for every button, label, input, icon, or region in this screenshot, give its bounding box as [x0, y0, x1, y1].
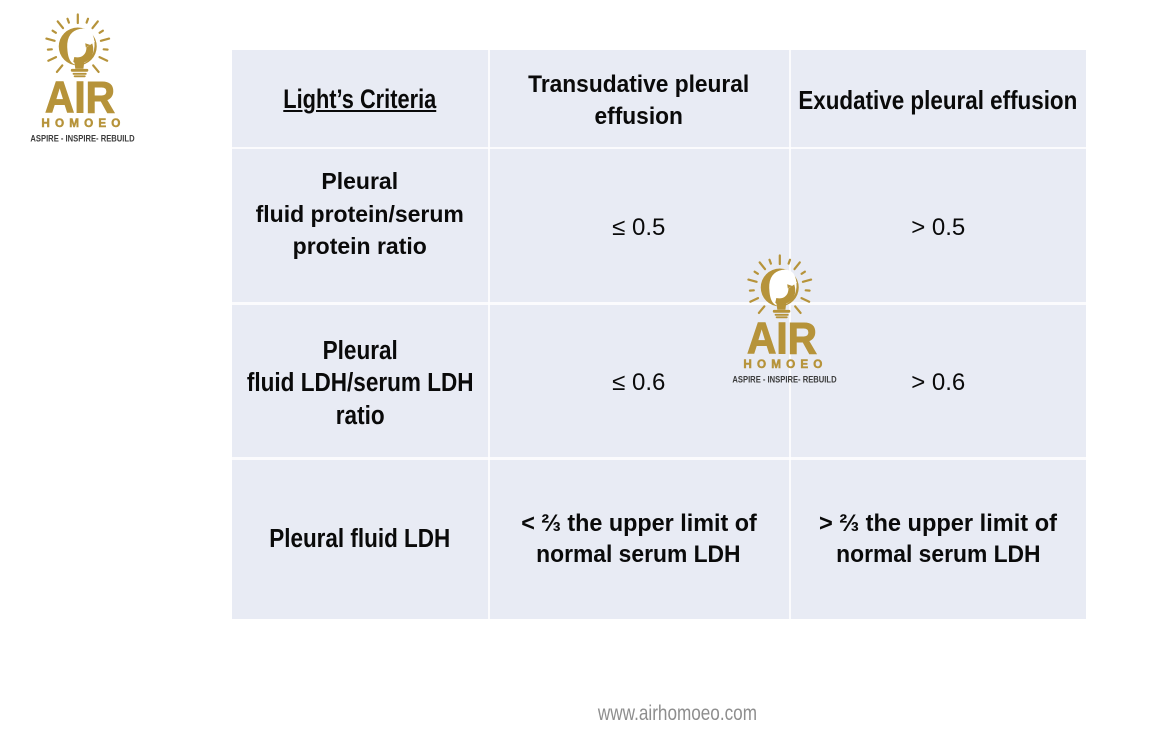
- svg-text:AIR: AIR: [747, 314, 817, 363]
- svg-text:ASPIRE - INSPIRE- REBUILD: ASPIRE - INSPIRE- REBUILD: [732, 375, 836, 386]
- svg-text:AIR: AIR: [45, 73, 115, 122]
- svg-text:ASPIRE - INSPIRE- REBUILD: ASPIRE - INSPIRE- REBUILD: [30, 134, 134, 145]
